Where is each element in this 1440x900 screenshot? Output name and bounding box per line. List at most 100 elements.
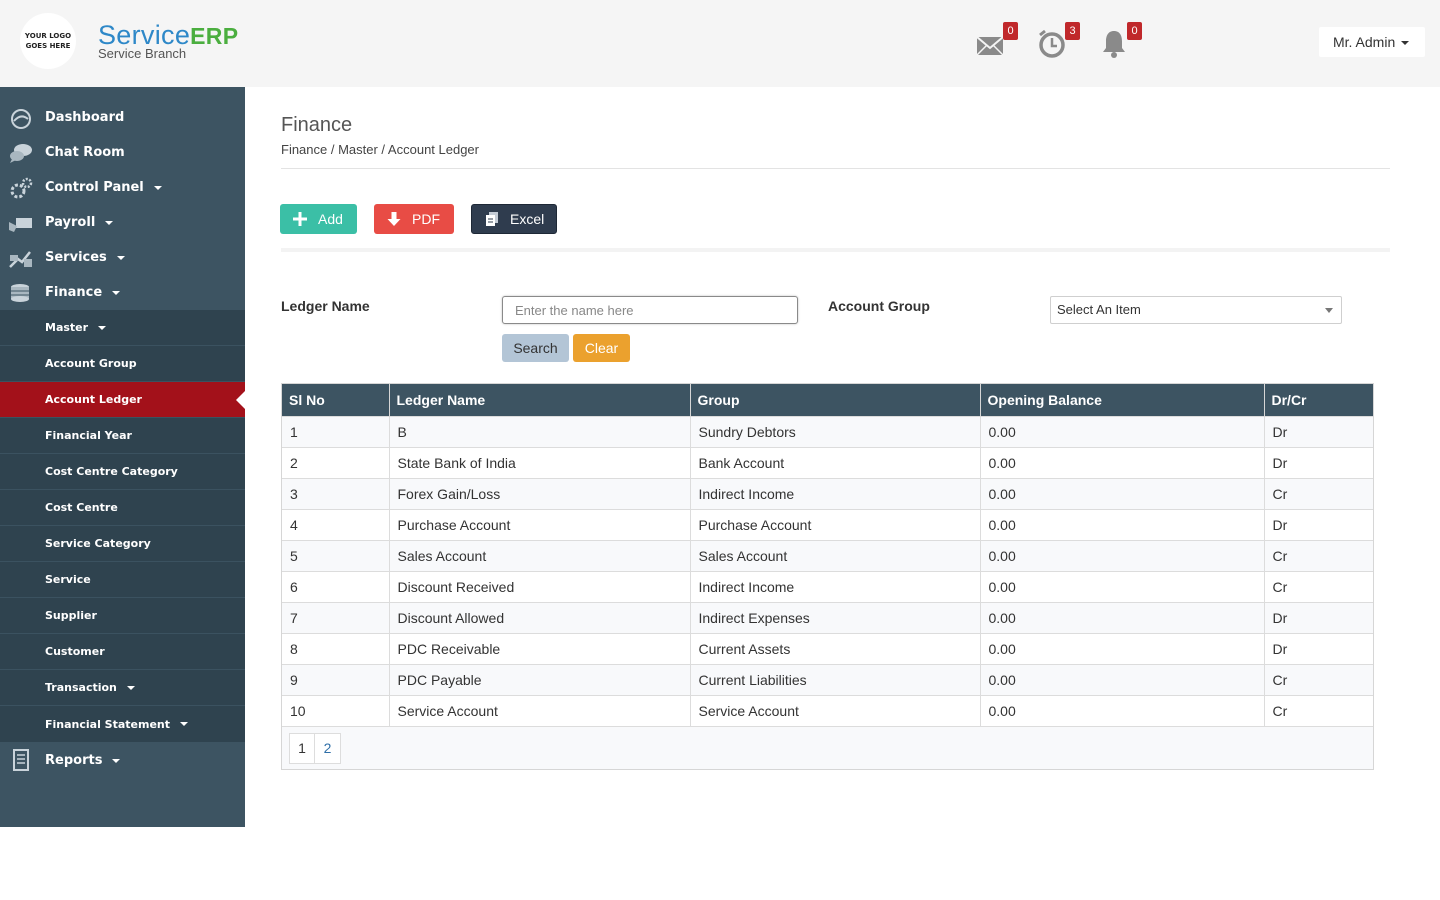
ledger-name-label: Ledger Name <box>281 298 370 314</box>
table-row[interactable]: 7 Discount Allowed Indirect Expenses 0.00 Dr <box>282 601 1373 633</box>
submenu-item-account-group[interactable]: Account Group <box>0 346 245 382</box>
cell-sl-no: 3 <box>282 477 390 509</box>
column-header-dr-cr[interactable]: Dr/Cr <box>1264 384 1373 416</box>
cell-group: Sales Account <box>690 539 981 571</box>
submenu-label: Financial Year <box>45 429 132 442</box>
company-logo[interactable]: YOUR LOGO GOES HERE <box>20 13 76 69</box>
cell-sl-no: 1 <box>282 415 390 447</box>
column-header-opening-balance[interactable]: Opening Balance <box>980 384 1265 416</box>
cell-ledger-name: Service Account <box>389 694 691 726</box>
alerts-count-badge: 0 <box>1127 22 1142 40</box>
sidebar-item-reports[interactable]: Reports <box>0 742 245 779</box>
excel-button-label: Excel <box>510 211 545 227</box>
sidebar-label: Finance <box>45 285 121 300</box>
chevron-down-icon <box>105 220 114 225</box>
chevron-down-icon <box>98 325 107 330</box>
sidebar-label: Control Panel <box>45 180 162 195</box>
submenu-item-cost-centre-category[interactable]: Cost Centre Category <box>0 454 245 490</box>
cell-group: Current Assets <box>690 632 981 664</box>
table-row[interactable]: 10 Service Account Service Account 0.00 Cr <box>282 694 1373 726</box>
table-row[interactable]: 1 B Sundry Debtors 0.00 Dr <box>282 415 1373 447</box>
table-row[interactable]: 6 Discount Received Indirect Income 0.00 Cr <box>282 570 1373 602</box>
cell-sl-no: 4 <box>282 508 390 540</box>
cell-ledger-name: PDC Receivable <box>389 632 691 664</box>
page-title: Finance <box>281 114 353 136</box>
submenu-label: Cost Centre <box>45 501 118 514</box>
coins-icon <box>11 284 29 302</box>
reminders-button[interactable]: 3 <box>1038 22 1080 58</box>
table-row[interactable]: 4 Purchase Account Purchase Account 0.00 Dr <box>282 508 1373 540</box>
submenu-item-supplier[interactable]: Supplier <box>0 598 245 634</box>
sidebar-item-dashboard[interactable]: Dashboard <box>0 100 245 135</box>
brand-erp: ERP <box>190 23 239 49</box>
cell-opening-balance: 0.00 <box>980 632 1265 664</box>
divider <box>281 168 1390 169</box>
sidebar-label: Reports <box>45 753 121 768</box>
cell-group: Indirect Expenses <box>690 601 981 633</box>
chevron-down-icon <box>180 722 189 726</box>
page-button-1[interactable]: 1 <box>289 733 315 764</box>
cell-opening-balance: 0.00 <box>980 570 1265 602</box>
submenu-label: Supplier <box>45 609 97 622</box>
breadcrumb: Finance / Master / Account Ledger <box>281 142 479 157</box>
submenu-label: Account Group <box>45 357 137 370</box>
submenu-label: Service <box>45 573 91 586</box>
reports-icon <box>13 749 29 771</box>
submenu-item-cost-centre[interactable]: Cost Centre <box>0 490 245 526</box>
column-header-group[interactable]: Group <box>690 384 981 416</box>
messages-button[interactable]: 0 <box>976 22 1018 58</box>
submenu-item-master[interactable]: Master <box>0 310 245 346</box>
table-header-row: Sl No Ledger Name Group Opening Balance … <box>282 384 1373 416</box>
cell-ledger-name: Purchase Account <box>389 508 691 540</box>
alerts-button[interactable]: 0 <box>1100 22 1142 58</box>
account-group-select[interactable]: Select An Item <box>1050 296 1342 324</box>
submenu-item-service-category[interactable]: Service Category <box>0 526 245 562</box>
bell-icon <box>1103 31 1125 58</box>
submenu-label: Account Ledger <box>45 393 142 406</box>
cell-dr-cr: Cr <box>1264 570 1373 602</box>
add-button[interactable]: Add <box>280 204 357 234</box>
submenu-item-financial-statement[interactable]: Financial Statement <box>0 706 245 742</box>
finance-submenu: Master Account Group Account Ledger Fina… <box>0 310 245 742</box>
cell-group: Current Liabilities <box>690 663 981 695</box>
page-button-2[interactable]: 2 <box>315 733 341 764</box>
user-menu-button[interactable]: Mr. Admin <box>1319 27 1425 57</box>
submenu-item-customer[interactable]: Customer <box>0 634 245 670</box>
table-row[interactable]: 3 Forex Gain/Loss Indirect Income 0.00 Cr <box>282 477 1373 509</box>
submenu-label: Transaction <box>45 681 117 694</box>
submenu-item-transaction[interactable]: Transaction <box>0 670 245 706</box>
cell-group: Sundry Debtors <box>690 415 981 447</box>
column-header-ledger-name[interactable]: Ledger Name <box>389 384 691 416</box>
submenu-item-financial-year[interactable]: Financial Year <box>0 418 245 454</box>
submenu-item-service[interactable]: Service <box>0 562 245 598</box>
dashboard-icon <box>11 109 31 129</box>
submenu-item-account-ledger[interactable]: Account Ledger <box>0 382 245 418</box>
table-row[interactable]: 8 PDC Receivable Current Assets 0.00 Dr <box>282 632 1373 664</box>
ledger-name-input[interactable] <box>502 296 798 324</box>
sidebar-item-chat-room[interactable]: Chat Room <box>0 135 245 170</box>
cell-group: Bank Account <box>690 446 981 478</box>
table-row[interactable]: 2 State Bank of India Bank Account 0.00 Dr <box>282 446 1373 478</box>
cell-dr-cr: Cr <box>1264 539 1373 571</box>
table-row[interactable]: 9 PDC Payable Current Liabilities 0.00 Cr <box>282 663 1373 695</box>
table-row[interactable]: 5 Sales Account Sales Account 0.00 Cr <box>282 539 1373 571</box>
cell-opening-balance: 0.00 <box>980 694 1265 726</box>
account-group-selected: Select An Item <box>1057 302 1141 317</box>
search-button[interactable]: Search <box>502 334 569 362</box>
gears-icon <box>10 177 33 199</box>
sidebar-item-payroll[interactable]: Payroll <box>0 205 245 240</box>
cell-dr-cr: Dr <box>1264 632 1373 664</box>
sidebar-label: Payroll <box>45 215 114 230</box>
column-header-sl-no[interactable]: Sl No <box>282 384 390 416</box>
pdf-export-button[interactable]: PDF <box>374 204 454 234</box>
payroll-icon <box>9 218 32 232</box>
excel-export-button[interactable]: Excel <box>471 204 557 234</box>
messages-count-badge: 0 <box>1003 22 1018 40</box>
clear-button[interactable]: Clear <box>573 334 630 362</box>
sidebar-item-control-panel[interactable]: Control Panel <box>0 170 245 205</box>
submenu-label: Cost Centre Category <box>45 465 178 478</box>
dropdown-arrow-icon <box>1325 308 1333 313</box>
cell-opening-balance: 0.00 <box>980 601 1265 633</box>
sidebar-item-services[interactable]: Services <box>0 240 245 275</box>
sidebar-item-finance[interactable]: Finance <box>0 275 245 310</box>
